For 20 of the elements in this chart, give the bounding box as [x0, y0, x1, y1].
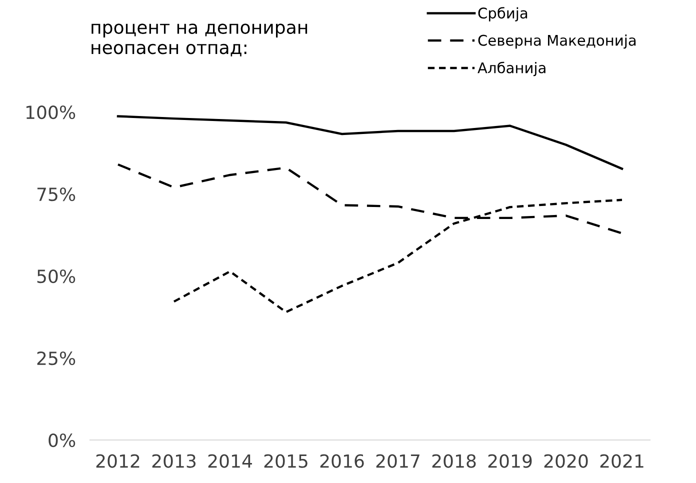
x-tick-label: 2014: [208, 454, 252, 468]
line-series: [116, 115, 624, 170]
x-tick-label: 2020: [544, 454, 588, 468]
x-tick-label: 2015: [264, 454, 308, 468]
legend-label: Северна Македонија: [478, 34, 636, 49]
chart-title: процент на депониран неопасен отпад:: [92, 24, 308, 56]
y-tick-label: 100%: [26, 105, 76, 120]
x-tick-label: 2019: [488, 454, 532, 468]
legend-label: Србија: [478, 7, 528, 22]
x-tick-label: 2016: [320, 454, 364, 468]
legend-label: Албанија: [478, 62, 546, 76]
x-tick-label: 2017: [376, 454, 420, 468]
y-tick-label: 50%: [37, 269, 76, 284]
x-tick-label: 2021: [600, 454, 644, 468]
y-tick-label: 25%: [37, 351, 76, 366]
y-tick-label: 0%: [48, 433, 76, 448]
x-tick-label: 2018: [432, 454, 476, 468]
x-tick-label: 2013: [152, 454, 196, 468]
x-tick-label: 2012: [96, 454, 140, 468]
y-tick-label: 75%: [37, 187, 76, 202]
